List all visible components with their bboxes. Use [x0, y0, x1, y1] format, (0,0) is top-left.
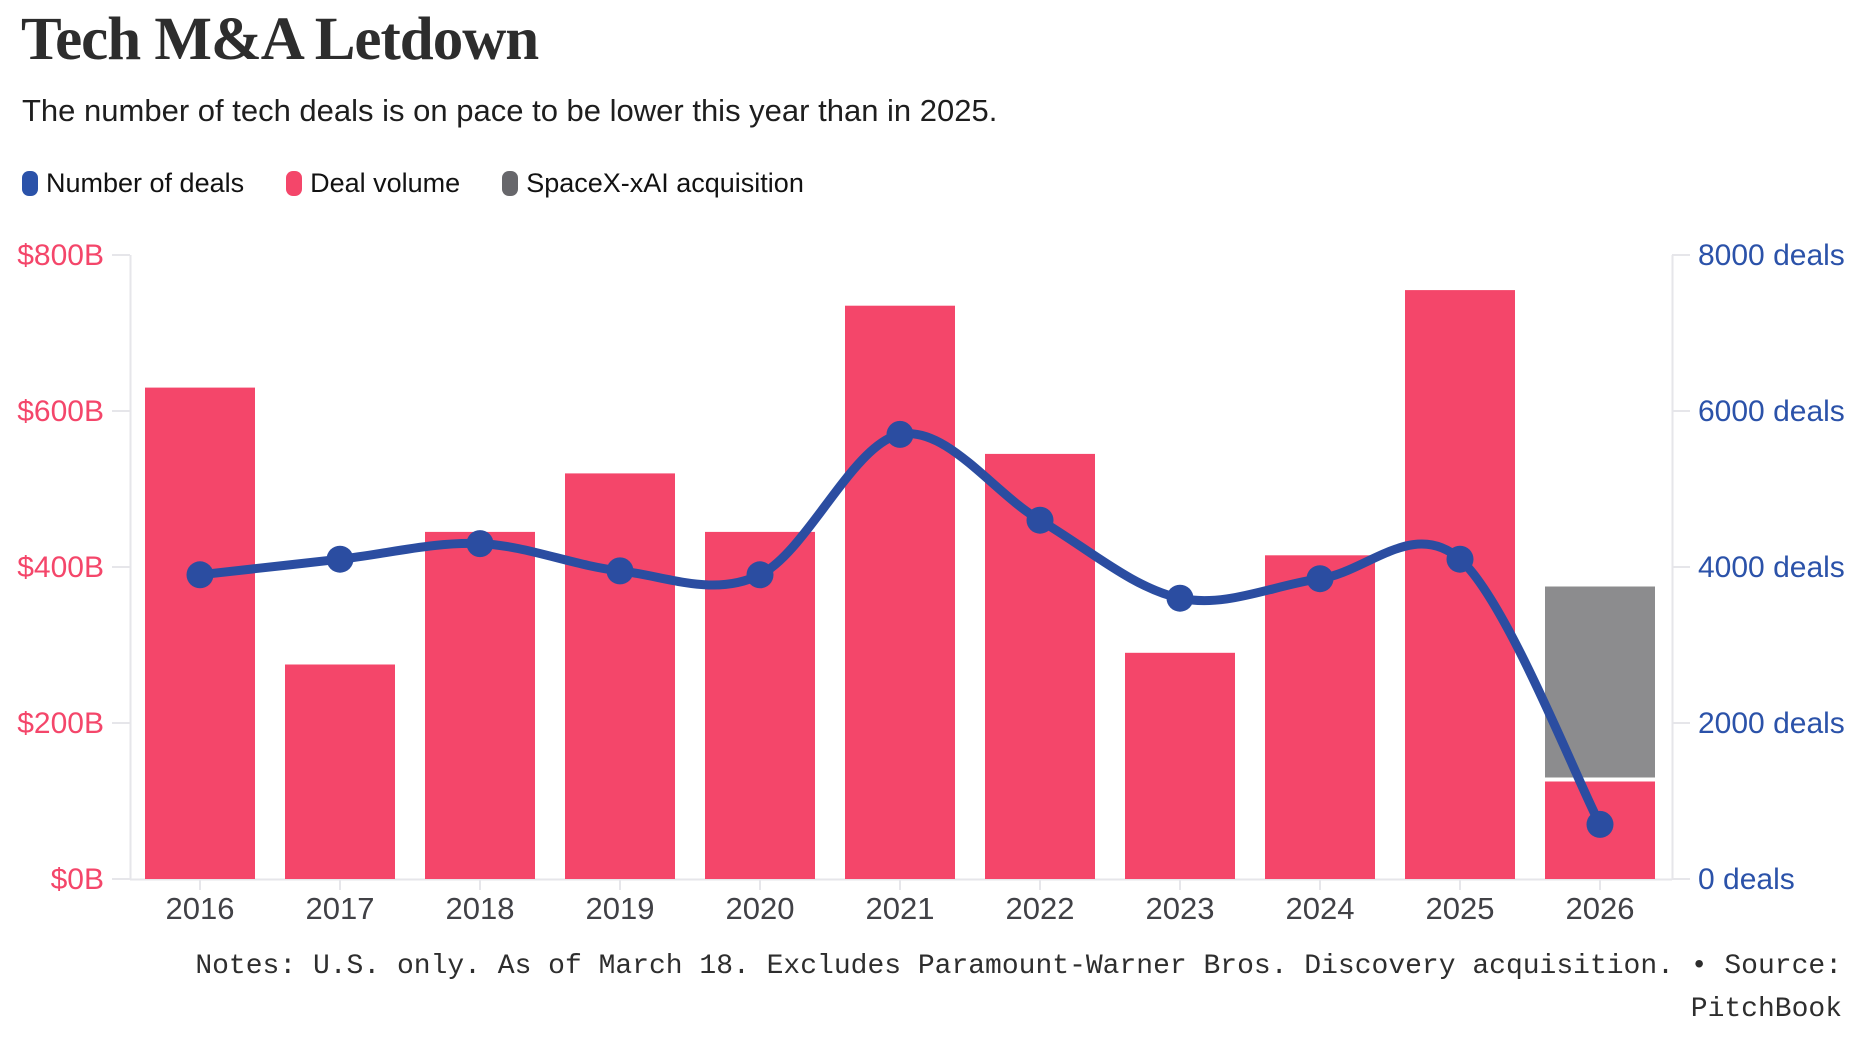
- x-axis-label-2019: 2019: [586, 891, 655, 926]
- left-axis-label: $800B: [17, 239, 104, 272]
- x-axis-label-2018: 2018: [446, 891, 515, 926]
- left-axis-label: $400B: [17, 551, 104, 584]
- spacex-xai-swatch-icon: [502, 171, 519, 196]
- number-of-deals-point-2021: [886, 420, 914, 448]
- left-axis-label: $0B: [51, 863, 104, 896]
- deal-volume-swatch-icon: [286, 171, 303, 196]
- number-of-deals-point-2022: [1026, 506, 1054, 534]
- bar-2019: [565, 473, 675, 879]
- x-axis-label-2024: 2024: [1286, 891, 1355, 926]
- left-axis-label: $600B: [17, 395, 104, 428]
- legend-item-deal-volume: Deal volume: [286, 168, 460, 199]
- x-axis-label-2025: 2025: [1426, 891, 1495, 926]
- right-axis-label: 4000 deals: [1698, 551, 1845, 584]
- footnote: Notes: U.S. only. As of March 18. Exclud…: [195, 946, 1842, 1031]
- bar-2025: [1405, 290, 1515, 880]
- number-of-deals-point-2016: [186, 561, 214, 589]
- right-axis-label: 8000 deals: [1698, 239, 1845, 272]
- legend-item-spacex-xai: SpaceX-xAI acquisition: [502, 168, 804, 199]
- number-of-deals-point-2023: [1166, 584, 1194, 612]
- legend: Number of deals Deal volume SpaceX-xAI a…: [22, 168, 804, 199]
- number-of-deals-swatch-icon: [22, 171, 38, 196]
- chart-title: Tech M&A Letdown: [21, 6, 539, 73]
- number-of-deals-point-2017: [326, 545, 354, 573]
- bar-2016: [145, 387, 255, 879]
- right-axis-label: 6000 deals: [1698, 395, 1845, 428]
- bar-2021: [845, 305, 955, 879]
- footnote-source-name: PitchBook: [1690, 993, 1842, 1025]
- x-axis-label-2023: 2023: [1146, 891, 1215, 926]
- legend-label: Number of deals: [46, 168, 245, 198]
- x-axis-label-2022: 2022: [1006, 891, 1075, 926]
- bar-2017: [285, 664, 395, 879]
- right-axis-label: 0 deals: [1698, 863, 1795, 896]
- bar-2018: [425, 531, 535, 879]
- x-axis-label-2021: 2021: [866, 891, 935, 926]
- footnote-notes-source: Notes: U.S. only. As of March 18. Exclud…: [195, 951, 1842, 982]
- x-axis-label-2016: 2016: [166, 891, 235, 926]
- chart-subtitle: The number of tech deals is on pace to b…: [22, 93, 998, 128]
- legend-item-number-of-deals: Number of deals: [22, 168, 244, 199]
- number-of-deals-point-2018: [466, 530, 494, 558]
- bar-2020: [705, 531, 815, 879]
- number-of-deals-point-2025: [1446, 545, 1474, 573]
- legend-label: SpaceX-xAI acquisition: [526, 168, 804, 198]
- legend-label: Deal volume: [310, 168, 461, 198]
- number-of-deals-point-2020: [746, 561, 774, 589]
- x-axis-label-2017: 2017: [306, 891, 375, 926]
- number-of-deals-point-2019: [606, 557, 634, 585]
- x-axis-label-2026: 2026: [1566, 891, 1635, 926]
- left-axis-label: $200B: [17, 707, 104, 740]
- number-of-deals-point-2026: [1586, 810, 1614, 838]
- x-axis-label-2020: 2020: [726, 891, 795, 926]
- bar-2023: [1125, 652, 1235, 879]
- bar-2024: [1265, 555, 1375, 879]
- number-of-deals-point-2024: [1306, 565, 1334, 593]
- right-axis-label: 2000 deals: [1698, 707, 1845, 740]
